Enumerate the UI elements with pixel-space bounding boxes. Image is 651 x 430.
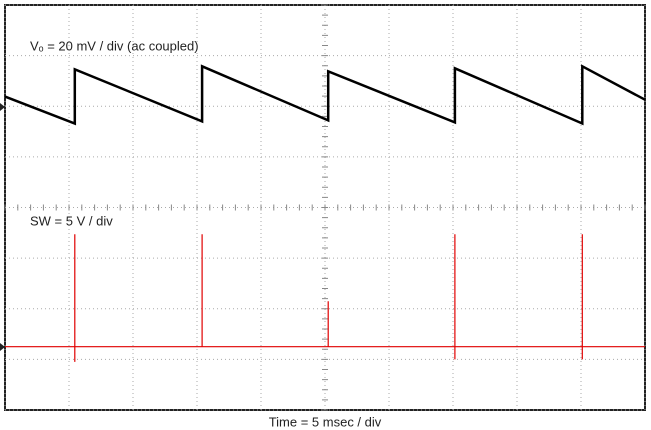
ch1-ground-marker (0, 103, 5, 111)
ch2-ground-marker (0, 343, 5, 351)
trace (5, 234, 645, 362)
trace-label: SW = 5 V / div (30, 213, 113, 228)
trace-label: Vₒ = 20 mV / div (ac coupled) (30, 38, 199, 53)
x-axis-label: Time = 5 msec / div (269, 414, 382, 429)
trace (4, 64, 646, 126)
